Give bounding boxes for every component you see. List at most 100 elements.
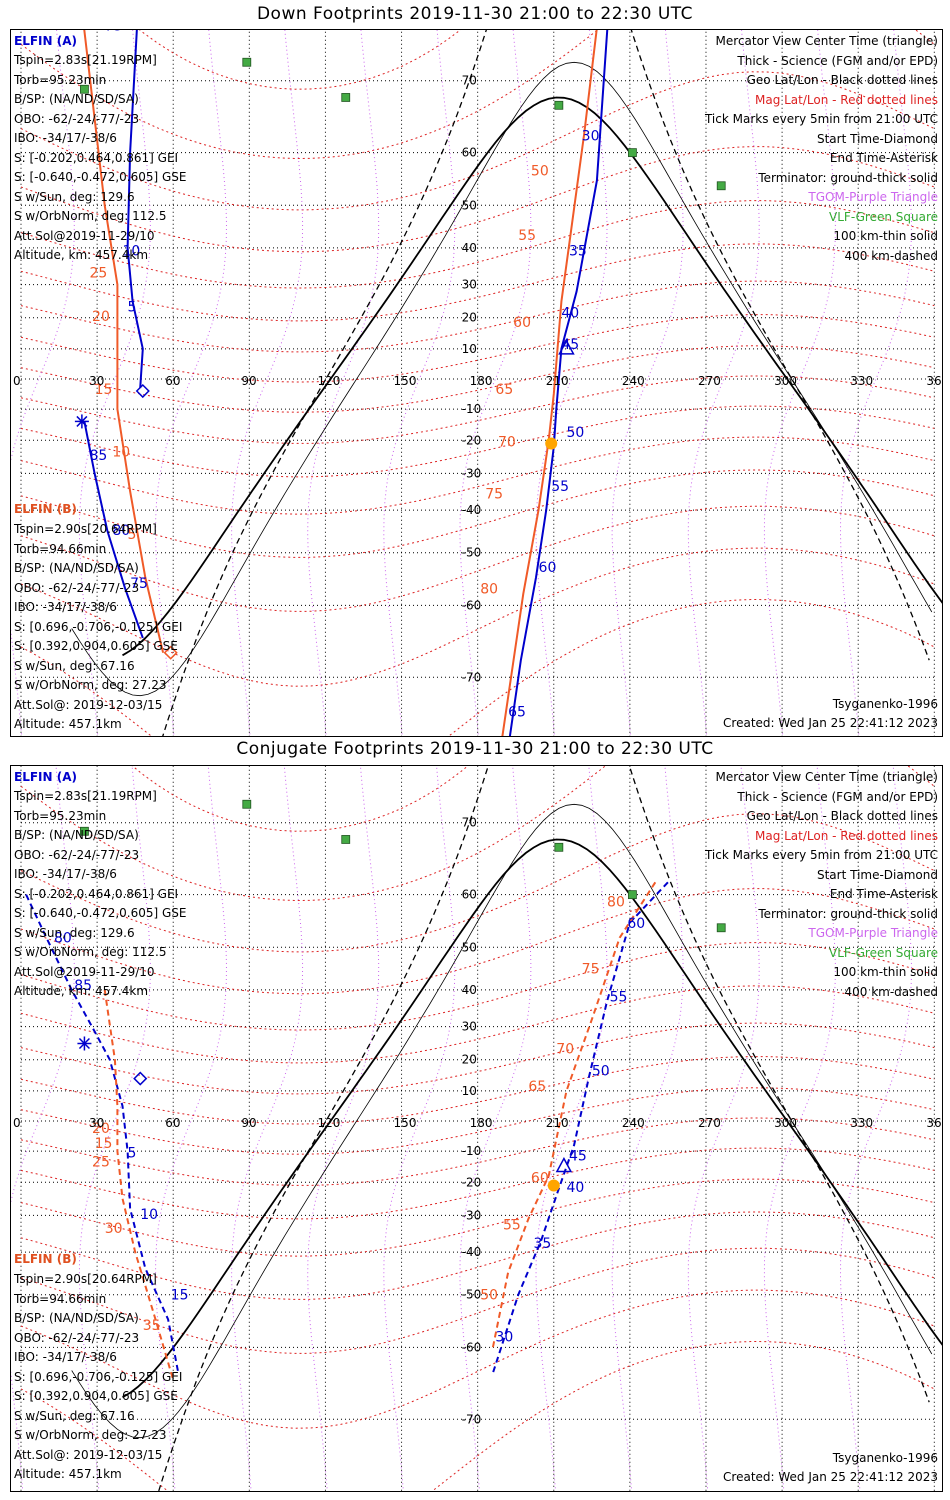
track-tick-label-a: 30 bbox=[582, 128, 600, 144]
lon-tick-label: 180 bbox=[470, 374, 493, 388]
mag-lat-line bbox=[20, 888, 935, 995]
center-circle-marker bbox=[547, 1179, 560, 1192]
lat-tick-label: -30 bbox=[462, 466, 482, 480]
lon-tick-label: 0 bbox=[13, 1116, 21, 1130]
mag-lon-line bbox=[154, 30, 228, 736]
lon-tick-label: 150 bbox=[394, 374, 417, 388]
track-tick-label-a: 15 bbox=[171, 1287, 189, 1303]
track-tick-label-b: 70 bbox=[556, 1041, 574, 1057]
track-tick-label-b: 50 bbox=[531, 163, 549, 179]
mag-lat-line bbox=[20, 1340, 935, 1491]
track-tick-label-a: 55 bbox=[610, 989, 628, 1005]
track-tick-label-b: 60 bbox=[513, 315, 531, 331]
track-tick-label-b: 60 bbox=[531, 1170, 549, 1186]
track-tick-label-a: 30 bbox=[495, 1329, 513, 1345]
track-tick-label-a: 80 bbox=[54, 931, 72, 947]
map-plot: 7510530354045505560658580754550556065707… bbox=[11, 30, 942, 736]
track-tick-label-b: 25 bbox=[89, 266, 107, 282]
track-tick-label-b: 20 bbox=[92, 1121, 110, 1137]
lon-tick-label: 330 bbox=[850, 374, 873, 388]
lat-tick-label: -40 bbox=[462, 1245, 482, 1259]
track-tick-label-a: 45 bbox=[569, 1148, 587, 1164]
elfin-b-header: ELFIN (B) bbox=[14, 502, 77, 516]
track-tick-label-b: 15 bbox=[95, 1136, 113, 1152]
mag-lon-line bbox=[611, 30, 684, 736]
lat-tick-label: 70 bbox=[462, 74, 477, 88]
track-tick-label-b: 5 bbox=[128, 527, 137, 543]
lon-tick-label: 60 bbox=[165, 374, 180, 388]
lon-tick-label: 240 bbox=[622, 374, 645, 388]
center-circle-marker bbox=[545, 437, 558, 450]
elfin-a-track bbox=[126, 30, 144, 389]
mag-lat-line bbox=[20, 1289, 935, 1429]
lat-tick-label: 10 bbox=[462, 1084, 477, 1098]
start-diamond-marker bbox=[135, 383, 150, 399]
lat-tick-label: -20 bbox=[462, 1175, 482, 1189]
mag-lon-line bbox=[231, 30, 304, 736]
track-tick-label-a: 65 bbox=[508, 704, 526, 720]
mag-lat-line bbox=[20, 146, 935, 253]
mag-lon-line bbox=[231, 766, 304, 1491]
track-tick-label-a: 60 bbox=[627, 916, 645, 932]
terminator-400km bbox=[162, 30, 930, 736]
track-tick-label-a: 40 bbox=[561, 306, 579, 322]
mag-lat-line bbox=[20, 314, 935, 383]
track-tick-label-b: 55 bbox=[503, 1218, 521, 1234]
mag-lon-line bbox=[611, 766, 684, 1491]
mag-lat-line bbox=[20, 280, 935, 353]
mag-lat-line bbox=[20, 942, 935, 1031]
elfin-b-info: Tspin=2.90s[20.64RPM] Torb=94.66min B/SP: … bbox=[14, 522, 183, 731]
mag-lon-line bbox=[154, 766, 228, 1491]
track-tick-label-a: 10 bbox=[122, 244, 140, 260]
mag-lat-line bbox=[20, 505, 935, 612]
mag-lat-line bbox=[139, 30, 462, 90]
mag-lat-line bbox=[20, 375, 935, 444]
lon-tick-label: 300 bbox=[774, 1116, 797, 1130]
track-tick-label-b: 80 bbox=[607, 894, 625, 910]
lat-tick-label: 30 bbox=[462, 278, 477, 292]
track-tick-label-a: 80 bbox=[112, 523, 130, 539]
mag-lon-line bbox=[307, 766, 380, 1491]
track-tick-label-b: 50 bbox=[480, 1287, 498, 1303]
track-tick-label-a: 10 bbox=[140, 1207, 158, 1223]
lat-tick-label: -60 bbox=[462, 1340, 482, 1354]
lon-tick-label: 120 bbox=[317, 1116, 340, 1130]
mag-lon-line bbox=[307, 30, 380, 736]
mag-lat-line bbox=[20, 1022, 935, 1095]
center-triangle-marker bbox=[558, 339, 575, 355]
track-tick-label-a: 85 bbox=[89, 448, 107, 464]
lon-tick-label: 30 bbox=[89, 374, 104, 388]
mag-lon-line bbox=[459, 30, 532, 736]
mag-lat-line bbox=[20, 405, 935, 478]
track-tick-label-a: 5 bbox=[128, 1145, 137, 1161]
track-tick-label-a: 35 bbox=[569, 244, 587, 260]
track-tick-label-b: 20 bbox=[92, 309, 110, 325]
mag-lon-line bbox=[535, 30, 608, 736]
vlf-station-marker bbox=[554, 842, 564, 852]
elfin-b-track bbox=[83, 30, 165, 653]
lon-tick-label: 210 bbox=[546, 1116, 569, 1130]
elfin-a-track bbox=[491, 881, 669, 1374]
vlf-station-marker bbox=[80, 826, 89, 836]
vlf-station-marker bbox=[716, 923, 726, 933]
track-tick-label-b: 75 bbox=[582, 962, 600, 978]
lon-tick-label: 150 bbox=[394, 1116, 417, 1130]
vlf-station-marker bbox=[628, 890, 637, 900]
vlf-station-marker bbox=[341, 93, 351, 102]
vlf-station-marker bbox=[554, 100, 564, 110]
lat-tick-label: -70 bbox=[462, 1412, 482, 1426]
mag-lat-line bbox=[20, 985, 935, 1064]
track-tick-label-b: 65 bbox=[528, 1079, 546, 1095]
lat-tick-label: 30 bbox=[462, 1020, 477, 1034]
elfin-a-info: Tspin=2.83s[21.19RPM] Torb=95.23min B/SP: … bbox=[14, 53, 187, 262]
lat-tick-label: -60 bbox=[462, 598, 482, 612]
track-tick-label-b: 25 bbox=[92, 1155, 110, 1171]
lat-tick-label: -20 bbox=[462, 433, 482, 447]
lat-tick-label: 60 bbox=[462, 888, 477, 902]
model-label: Tsyganenko-1996 bbox=[832, 1451, 938, 1465]
mag-lat-line bbox=[20, 813, 935, 953]
mag-lon-line bbox=[687, 30, 760, 736]
lon-tick-label: 0 bbox=[13, 374, 21, 388]
elfin-a-track bbox=[25, 894, 180, 1374]
vlf-station-marker bbox=[80, 84, 89, 94]
